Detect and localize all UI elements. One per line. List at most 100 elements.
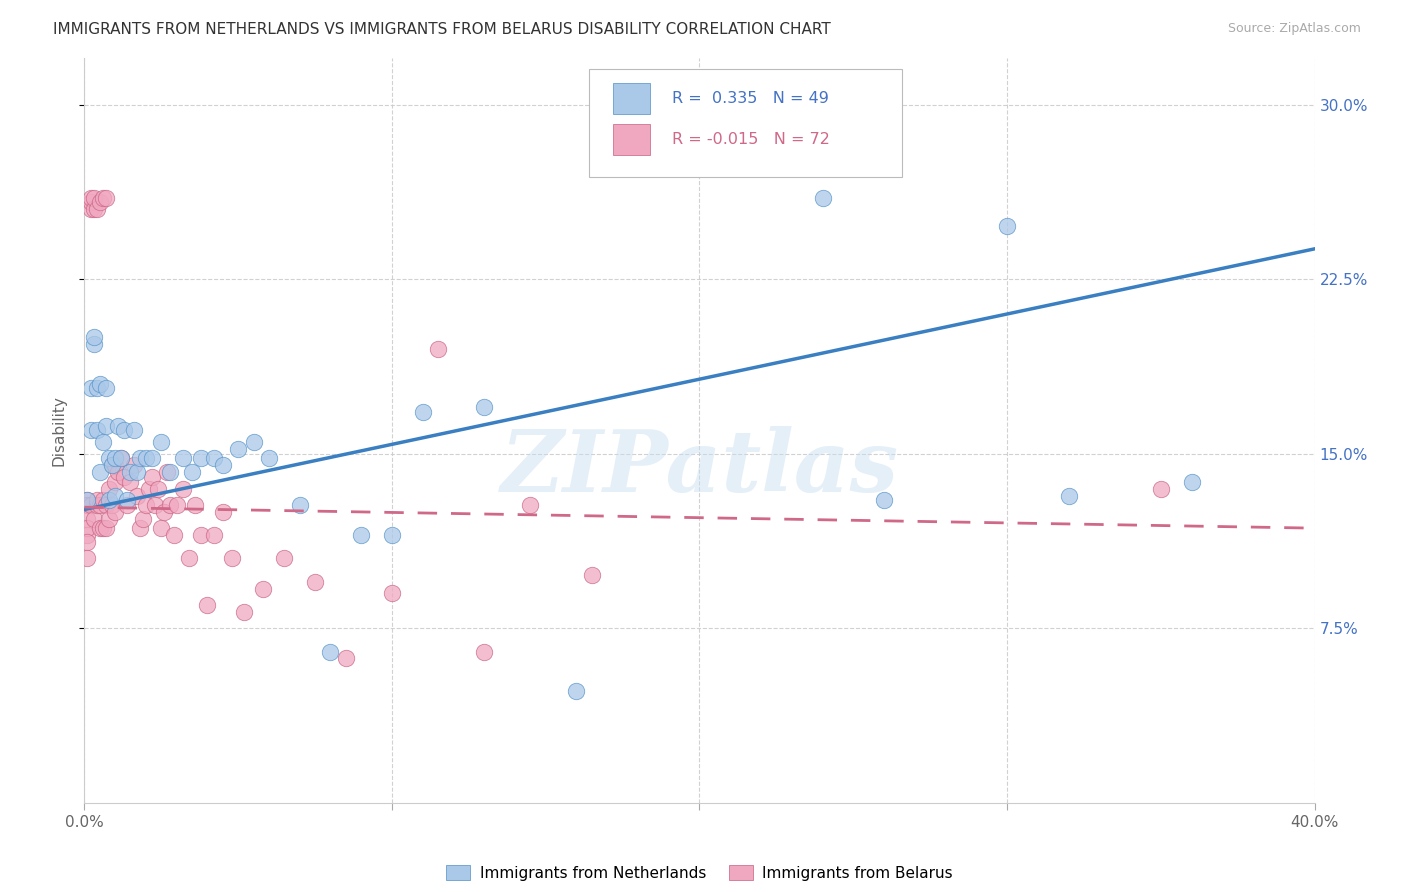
Point	[117, 493, 139, 508]
Point	[120, 475, 142, 489]
Point	[79, 191, 101, 205]
Point	[83, 330, 105, 344]
Point	[221, 551, 243, 566]
Point	[86, 424, 108, 438]
Point	[83, 202, 105, 217]
Point	[202, 451, 225, 466]
Text: R = -0.015   N = 72: R = -0.015 N = 72	[672, 132, 831, 146]
Point	[128, 451, 150, 466]
Point	[98, 512, 121, 526]
Point	[172, 451, 194, 466]
Text: Source: ZipAtlas.com: Source: ZipAtlas.com	[1227, 22, 1361, 36]
Point	[335, 651, 357, 665]
Point	[89, 376, 111, 391]
Y-axis label: Disability: Disability	[51, 395, 66, 466]
Point	[288, 498, 311, 512]
Point	[162, 528, 184, 542]
Point	[110, 451, 132, 466]
Point	[86, 493, 108, 508]
Point	[138, 482, 160, 496]
Point	[125, 489, 148, 503]
Point	[101, 498, 124, 512]
Point	[89, 465, 111, 479]
Point	[125, 465, 148, 479]
Point	[86, 498, 108, 512]
Point	[89, 521, 111, 535]
Point	[148, 482, 170, 496]
Point	[83, 512, 105, 526]
Point	[319, 644, 342, 658]
Point	[91, 435, 114, 450]
Point	[122, 458, 145, 473]
Point	[202, 528, 225, 542]
Point	[211, 505, 233, 519]
Point	[76, 535, 98, 549]
Point	[873, 493, 896, 508]
Point	[304, 574, 326, 589]
Point	[110, 451, 132, 466]
Point	[104, 475, 127, 489]
Point	[153, 505, 176, 519]
Point	[91, 493, 114, 508]
Point	[211, 458, 233, 473]
Point	[89, 195, 111, 210]
Point	[132, 512, 155, 526]
Point	[86, 382, 108, 396]
Point	[427, 342, 450, 356]
Point	[79, 382, 101, 396]
Point	[104, 489, 127, 503]
Point	[104, 451, 127, 466]
Point	[98, 482, 121, 496]
Text: ZIPatlas: ZIPatlas	[501, 425, 898, 509]
FancyBboxPatch shape	[589, 70, 903, 178]
Point	[233, 605, 256, 619]
Point	[143, 498, 166, 512]
Point	[117, 498, 139, 512]
Text: IMMIGRANTS FROM NETHERLANDS VS IMMIGRANTS FROM BELARUS DISABILITY CORRELATION CH: IMMIGRANTS FROM NETHERLANDS VS IMMIGRANT…	[53, 22, 831, 37]
Point	[135, 498, 157, 512]
Point	[79, 498, 101, 512]
Point	[197, 598, 219, 612]
Point	[79, 202, 101, 217]
Point	[184, 498, 207, 512]
Point	[128, 521, 150, 535]
Point	[381, 528, 404, 542]
Point	[159, 465, 181, 479]
Point	[273, 551, 295, 566]
Point	[565, 684, 588, 698]
Point	[381, 586, 404, 600]
FancyBboxPatch shape	[613, 123, 651, 155]
Legend: Immigrants from Netherlands, Immigrants from Belarus: Immigrants from Netherlands, Immigrants …	[446, 865, 953, 880]
Point	[76, 512, 98, 526]
Point	[159, 498, 181, 512]
Point	[141, 451, 163, 466]
Point	[79, 424, 101, 438]
Point	[101, 458, 124, 473]
Point	[120, 465, 142, 479]
Point	[412, 405, 434, 419]
Point	[177, 551, 200, 566]
Point	[76, 528, 98, 542]
Text: R =  0.335   N = 49: R = 0.335 N = 49	[672, 91, 830, 105]
Point	[76, 493, 98, 508]
Point	[104, 458, 127, 473]
Point	[76, 493, 98, 508]
Point	[141, 470, 163, 484]
FancyBboxPatch shape	[613, 83, 651, 114]
Point	[94, 382, 117, 396]
Point	[1181, 475, 1204, 489]
Point	[104, 505, 127, 519]
Point	[166, 498, 188, 512]
Point	[83, 337, 105, 351]
Point	[150, 435, 173, 450]
Point	[1150, 482, 1173, 496]
Point	[83, 191, 105, 205]
Point	[112, 470, 135, 484]
Point	[91, 521, 114, 535]
Point	[79, 195, 101, 210]
Point	[76, 551, 98, 566]
Point	[112, 424, 135, 438]
Point	[122, 424, 145, 438]
Point	[98, 493, 121, 508]
Point	[76, 498, 98, 512]
